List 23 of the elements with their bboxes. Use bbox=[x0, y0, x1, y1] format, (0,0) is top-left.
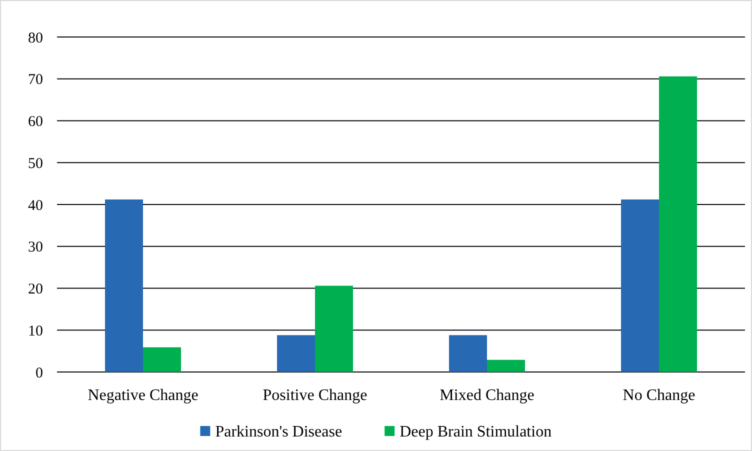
y-tick-label: 60 bbox=[28, 114, 43, 130]
y-tick-label: 80 bbox=[28, 30, 43, 46]
y-tick-label: 70 bbox=[28, 72, 43, 88]
x-tick-label: Positive Change bbox=[262, 387, 368, 404]
x-tick-label: Mixed Change bbox=[440, 387, 534, 404]
bar bbox=[105, 199, 143, 372]
legend-label: Parkinson's Disease bbox=[215, 424, 342, 441]
x-tick-label: Negative Change bbox=[88, 387, 198, 404]
y-tick-label: 0 bbox=[36, 365, 43, 382]
y-tick-label: 40 bbox=[28, 198, 43, 214]
y-tick-label: 30 bbox=[28, 240, 43, 256]
bar bbox=[315, 286, 353, 372]
bar bbox=[449, 335, 487, 372]
y-tick-label: 50 bbox=[28, 156, 43, 172]
legend-label: Deep Brain Stimulation bbox=[400, 424, 552, 441]
bar bbox=[487, 360, 525, 372]
bar bbox=[143, 347, 181, 372]
bar bbox=[659, 76, 697, 372]
bar bbox=[277, 335, 315, 372]
bar bbox=[621, 199, 659, 372]
y-tick-label: 20 bbox=[28, 282, 43, 298]
x-tick-label: No Change bbox=[622, 387, 696, 404]
y-tick-label: 10 bbox=[28, 323, 43, 340]
